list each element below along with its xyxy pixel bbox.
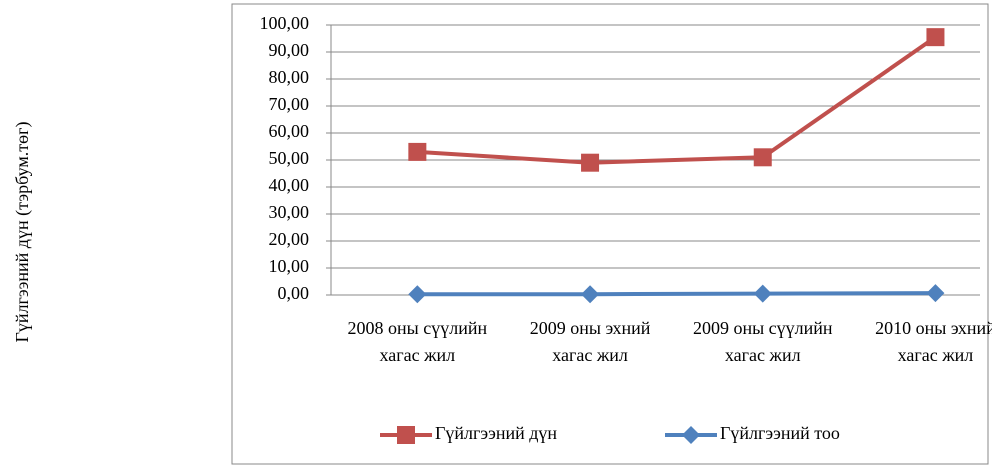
legend-label: Гүйлгээний дүн xyxy=(435,423,557,443)
x-tick-label: 2010 оны эхний хагас жил xyxy=(875,318,992,365)
y-tick-label: 90,00 xyxy=(269,40,310,60)
y-tick-label: 40,00 xyxy=(269,175,310,195)
marker xyxy=(926,284,945,303)
x-tick-label: 2008 оны сүүлийн хагас жил xyxy=(347,318,488,365)
marker xyxy=(581,285,600,304)
y-tick-label: 100,00 xyxy=(260,13,310,33)
x-tick-label-box: 2009 оны сүүлийн хагас жил xyxy=(692,318,833,365)
marker xyxy=(408,142,427,161)
marker xyxy=(581,153,600,172)
y-axis-label: Гүйлгээний дүн (тэрбум.төг) xyxy=(12,122,33,343)
y-tick-label: 30,00 xyxy=(269,202,310,222)
series-line xyxy=(417,35,937,165)
y-tick-label: 70,00 xyxy=(269,94,310,114)
marker xyxy=(682,426,700,444)
chart-frame xyxy=(231,3,989,465)
x-tick-label-box: 2008 оны сүүлийн хагас жил xyxy=(347,318,488,365)
marker xyxy=(397,426,415,444)
y-tick-label: 20,00 xyxy=(269,229,310,249)
y-tick-label: 50,00 xyxy=(269,148,310,168)
x-tick-label-box: 2009 оны эхний хагас жил xyxy=(529,318,651,365)
marker xyxy=(753,148,772,167)
x-tick-label: 2009 оны эхний хагас жил xyxy=(529,318,651,365)
y-tick-label: 10,00 xyxy=(269,256,310,276)
marker xyxy=(408,285,427,304)
x-tick-label-box: 2010 оны эхний хагас жил xyxy=(875,318,992,365)
x-tick-label: 2009 оны сүүлийн хагас жил xyxy=(692,318,833,365)
marker xyxy=(753,284,772,303)
legend-label: Гүйлгээний тоо xyxy=(720,423,840,443)
y-tick-label: 60,00 xyxy=(269,121,310,141)
y-tick-label: 80,00 xyxy=(269,67,310,87)
series-line xyxy=(417,291,936,297)
marker xyxy=(926,28,945,47)
y-tick-label: 0,00 xyxy=(278,283,310,303)
